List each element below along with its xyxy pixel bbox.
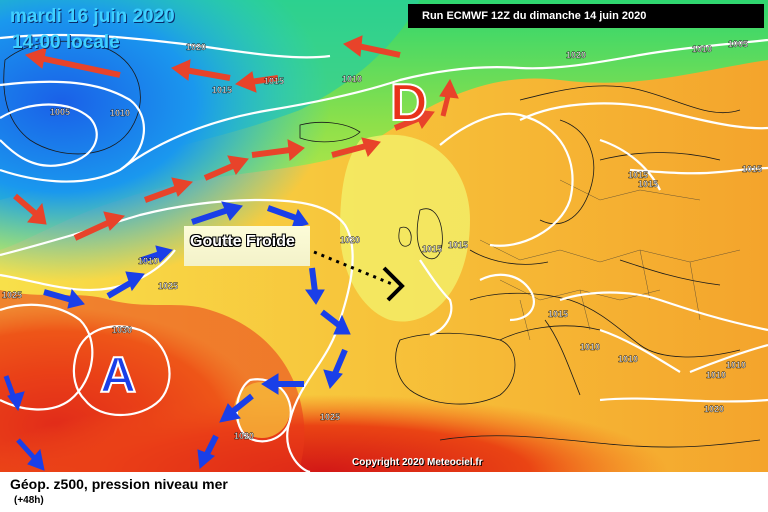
forecast-date: mardi 16 juin 2020 xyxy=(10,6,175,27)
forecast-time: 14:00 locale xyxy=(12,32,120,53)
red-arrow xyxy=(331,137,381,158)
blue-arrow xyxy=(16,438,45,471)
blue-arrow xyxy=(320,309,351,335)
isobar-value: 1005 xyxy=(50,107,70,117)
isobar-value: 1010 xyxy=(726,360,746,370)
red-arrow xyxy=(343,35,401,58)
isobar-value: 1015 xyxy=(212,85,232,95)
red-arrow xyxy=(24,47,121,78)
blue-arrow xyxy=(197,434,219,469)
blue-arrow xyxy=(141,245,173,263)
blue-arrow xyxy=(106,271,145,299)
red-arrow xyxy=(171,59,231,81)
isobar-value: 1025 xyxy=(2,290,22,300)
cut-off-low-label-box xyxy=(184,226,310,266)
red-arrow xyxy=(234,71,279,93)
isobar-value: 1020 xyxy=(566,50,586,60)
copyright: Copyright 2020 Meteociel.fr xyxy=(352,457,483,468)
isobar-value: 1010 xyxy=(618,354,638,364)
high-pressure-marker: A xyxy=(100,347,136,403)
ridge-yellow xyxy=(340,134,470,322)
isobar-value: 1020 xyxy=(704,404,724,414)
blue-arrow xyxy=(43,288,85,309)
isobar-values: 1020 1015 1010 1005 1010 1020 1010 1005 … xyxy=(2,8,762,441)
isobar-value: 1020 xyxy=(340,235,360,245)
isobar-value: 1015 xyxy=(264,76,284,86)
isobar-value: 1020 xyxy=(234,431,254,441)
isobar-value: 1025 xyxy=(158,281,178,291)
low-pressure-marker: D xyxy=(390,74,428,132)
isobar-value: 1010 xyxy=(138,256,158,266)
blue-arrow xyxy=(305,267,325,305)
isobar-value: 1015 xyxy=(448,240,468,250)
isobar-value: 1010 xyxy=(580,342,600,352)
isobar-value: 1015 xyxy=(548,309,568,319)
borders xyxy=(479,179,741,341)
forecast-lead: (+48h) xyxy=(14,495,44,506)
isobar-value: 1015 xyxy=(742,164,762,174)
isobar-value: 1010 xyxy=(692,44,712,54)
red-arrow xyxy=(251,139,305,162)
red-arrow xyxy=(13,193,47,225)
blue-arrow xyxy=(3,375,25,412)
isobar-value: 1015 xyxy=(638,179,658,189)
isobar-value: 1010 xyxy=(706,370,726,380)
isobar-value: 1030 xyxy=(112,325,132,335)
anticyclone-core-shading xyxy=(0,290,305,472)
red-arrow xyxy=(393,109,435,131)
isobar-value: 1015 xyxy=(422,244,442,254)
isobar-value: 1015 xyxy=(628,170,648,180)
cut-off-low-label: Goutte Froide xyxy=(190,233,295,250)
isobar-lines xyxy=(0,33,768,474)
model-run-banner: Run ECMWF 12Z du dimanche 14 juin 2020 xyxy=(408,4,764,28)
red-arrow xyxy=(143,177,194,203)
red-arrow xyxy=(73,211,126,241)
map-title: Géop. z500, pression niveau mer xyxy=(10,476,228,492)
isobar-value: 1005 xyxy=(728,39,748,49)
red-arrow xyxy=(439,78,459,117)
isobar-value: 1010 xyxy=(110,108,130,118)
isobar-value: 1025 xyxy=(320,412,340,422)
cut-off-low-pointer xyxy=(313,250,405,302)
blue-arrow xyxy=(219,393,254,423)
isobar-value: 1020 xyxy=(186,42,206,52)
blue-arrow xyxy=(191,201,243,225)
legend-footer xyxy=(0,472,768,512)
red-flow-arrows xyxy=(13,35,459,241)
blue-flow-arrows xyxy=(3,201,351,471)
blue-arrow xyxy=(261,373,304,395)
blue-arrow xyxy=(323,348,348,389)
red-arrow xyxy=(203,155,249,181)
coastlines xyxy=(3,40,761,448)
isobar-value: 1010 xyxy=(342,74,362,84)
